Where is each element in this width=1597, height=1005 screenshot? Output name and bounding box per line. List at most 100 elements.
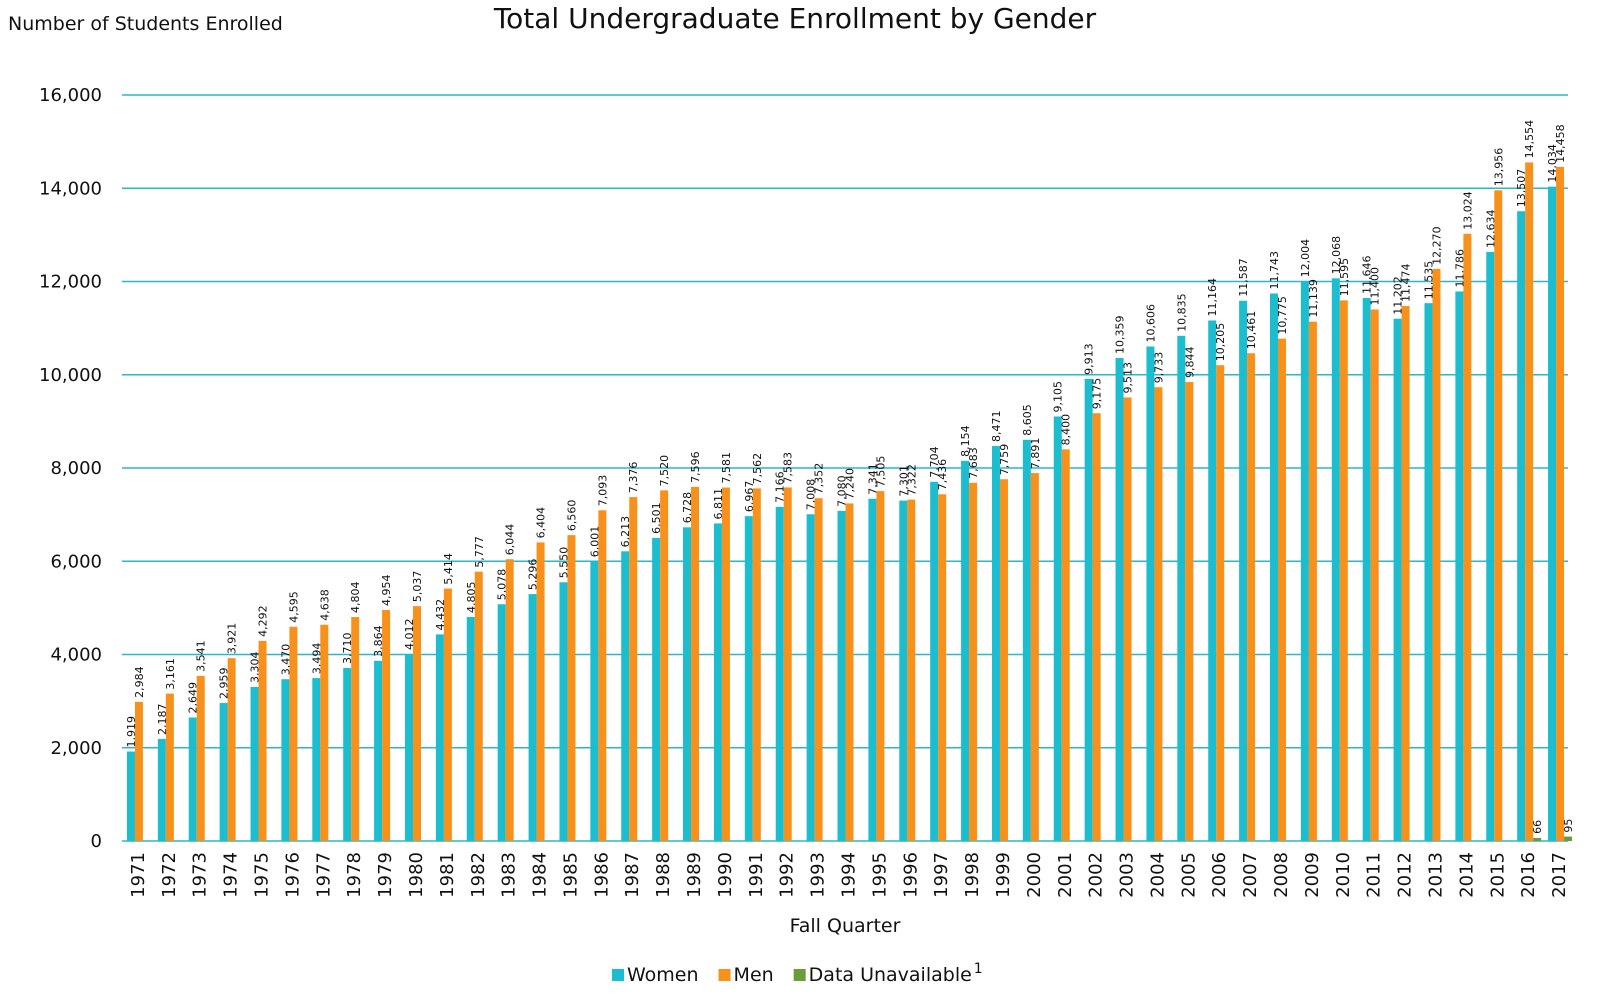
x-tick-label: 1988 (653, 852, 674, 898)
value-label: 3,304 (249, 651, 262, 683)
bar (466, 616, 475, 841)
value-label: 12,004 (1299, 239, 1312, 278)
x-tick-label: 2001 (1055, 852, 1076, 898)
bar (744, 516, 753, 841)
bar (691, 486, 700, 841)
y-tick-label: 16,000 (39, 85, 102, 106)
value-label: 2,959 (218, 668, 231, 700)
bar (621, 551, 630, 841)
x-tick-label: 1990 (715, 852, 736, 898)
bar (1432, 268, 1441, 841)
bar (660, 490, 669, 841)
value-label: 6,404 (535, 507, 548, 539)
value-label: 7,352 (813, 463, 826, 495)
bar (1556, 166, 1565, 841)
bar (1022, 439, 1031, 841)
x-tick-label: 1991 (746, 852, 767, 898)
value-label: 11,202 (1392, 276, 1405, 315)
y-tick-label: 14,000 (39, 178, 102, 199)
value-label: 9,513 (1122, 362, 1135, 394)
value-label: 14,458 (1554, 124, 1567, 163)
x-tick-label: 1993 (808, 852, 829, 898)
x-tick-label: 1971 (128, 852, 149, 898)
bar (930, 481, 939, 841)
value-label: 14,034 (1546, 144, 1559, 183)
bar (343, 668, 352, 841)
x-tick-label: 1996 (900, 852, 921, 898)
x-tick-label: 1998 (962, 852, 983, 898)
value-label: 4,432 (434, 599, 447, 631)
value-label: 4,805 (465, 581, 478, 613)
y-tick-label: 6,000 (50, 551, 102, 572)
chart-title: Total Undergraduate Enrollment by Gender (493, 2, 1097, 35)
bar (559, 582, 568, 841)
bar (1185, 382, 1194, 841)
value-label: 2,187 (156, 704, 169, 736)
y-tick-label: 2,000 (50, 738, 102, 759)
value-label: 6,560 (565, 500, 578, 532)
value-label: 7,008 (805, 479, 818, 511)
bar (752, 488, 761, 841)
y-axis-label: Number of Students Enrolled (8, 13, 283, 35)
x-tick-label: 2011 (1364, 852, 1385, 898)
value-label: 10,606 (1144, 304, 1157, 343)
value-label: 8,605 (1021, 404, 1034, 436)
bar (374, 660, 383, 841)
bar (868, 498, 877, 841)
bar (1216, 365, 1225, 841)
value-label: 3,470 (279, 644, 292, 676)
x-tick-label: 1975 (252, 852, 273, 898)
x-tick-label: 1987 (622, 852, 643, 898)
value-label: 3,864 (372, 625, 385, 657)
value-label: 5,550 (557, 547, 570, 579)
value-label: 4,012 (403, 618, 416, 650)
x-tick-label: 1982 (468, 852, 489, 898)
x-tick-label: 2004 (1147, 852, 1168, 898)
bar (1548, 186, 1557, 842)
bar (1331, 278, 1340, 842)
value-label: 3,541 (195, 640, 208, 672)
bar (443, 588, 452, 841)
bar (320, 624, 329, 841)
value-label: 4,292 (257, 605, 270, 637)
value-label: 9,733 (1152, 352, 1165, 384)
bar (1177, 335, 1186, 841)
value-label: 9,105 (1052, 381, 1065, 413)
legend-footnote: 1 (974, 961, 983, 977)
bar (907, 499, 916, 841)
x-tick-label: 2006 (1209, 852, 1230, 898)
bar (412, 606, 421, 841)
x-tick-label: 2003 (1117, 852, 1138, 898)
value-label: 11,535 (1422, 261, 1435, 300)
x-tick-label: 1978 (344, 852, 365, 898)
value-label: 13,956 (1492, 148, 1505, 187)
x-axis-label: Fall Quarter (790, 915, 901, 937)
bar (999, 479, 1008, 841)
bar (1393, 318, 1402, 841)
x-tick-label: 1983 (499, 852, 520, 898)
value-label: 7,759 (998, 444, 1011, 475)
value-label: 2,984 (133, 666, 146, 698)
x-tick-label: 2016 (1518, 852, 1539, 898)
value-label: 7,341 (866, 463, 879, 495)
x-tick-label: 2010 (1333, 852, 1354, 898)
bar (1208, 320, 1217, 841)
bar (258, 640, 267, 841)
bar (567, 535, 576, 841)
y-tick-label: 12,000 (39, 272, 102, 293)
bar (713, 523, 722, 841)
bar (961, 460, 970, 841)
bar (1154, 387, 1163, 841)
bar (188, 717, 197, 841)
bar (991, 446, 1000, 841)
bar (1401, 306, 1410, 841)
y-tick-label: 8,000 (50, 458, 102, 479)
x-tick-label: 1980 (406, 852, 427, 898)
bar (1463, 233, 1472, 842)
x-tick-label: 1976 (282, 852, 303, 898)
value-label: 13,507 (1515, 169, 1528, 208)
bar (590, 561, 599, 841)
x-tick-label: 1974 (221, 852, 242, 898)
bar (814, 498, 823, 841)
